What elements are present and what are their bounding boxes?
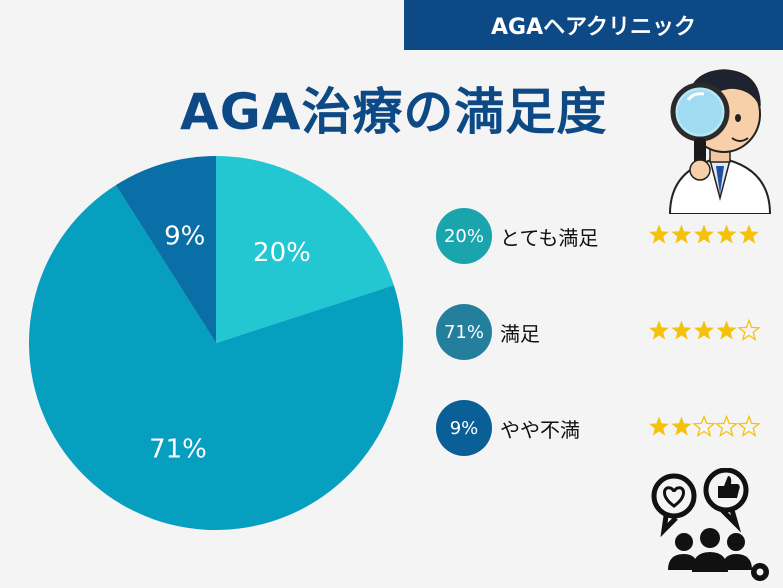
pie-slice-very-satisfied [216, 156, 394, 343]
star-filled-icon [671, 320, 692, 340]
star-filled-icon [649, 320, 669, 340]
star-rating [649, 414, 761, 437]
pie-slice-satisfied [28, 185, 403, 531]
legend-item-somewhat-unsatisfied: 9% やや不満 [436, 400, 766, 456]
star-rating [649, 318, 761, 341]
pie-slice-label: 9% [164, 221, 205, 251]
star-filled-icon [649, 224, 669, 244]
star-filled-icon [694, 320, 714, 340]
doctor-magnifier-icon [668, 69, 772, 214]
star-filled-icon [671, 224, 692, 244]
legend-badge: 9% [436, 400, 492, 456]
clinic-banner: AGAヘアクリニック [404, 0, 783, 50]
page-title: AGA治療の満足度 [180, 83, 608, 141]
people-feedback-icon [651, 468, 769, 581]
star-filled-icon [649, 416, 669, 436]
star-filled-icon [694, 224, 714, 244]
legend-label: 満足 [500, 322, 540, 346]
legend-label: やや不満 [500, 418, 580, 442]
star-empty-icon [714, 414, 739, 437]
legend-item-very-satisfied: 20% とても満足 [436, 208, 766, 264]
star-empty-icon [737, 414, 761, 437]
pie-slice-label: 71% [149, 435, 207, 465]
legend-badge: 71% [436, 304, 492, 360]
clinic-name: AGAヘアクリニック [490, 15, 696, 40]
pie-slice-label: 20% [253, 238, 311, 268]
pie-slice-somewhat-unsatisfied [115, 156, 216, 343]
legend-badge: 20% [436, 208, 492, 264]
legend-item-satisfied: 71% 満足 [436, 304, 766, 360]
star-filled-icon [739, 224, 759, 244]
star-filled-icon [716, 224, 737, 244]
star-empty-icon [692, 414, 716, 437]
star-filled-icon [671, 416, 692, 436]
star-filled-icon [716, 320, 737, 340]
legend-label: とても満足 [500, 226, 599, 250]
star-rating [649, 224, 759, 244]
star-empty-icon [737, 318, 761, 341]
